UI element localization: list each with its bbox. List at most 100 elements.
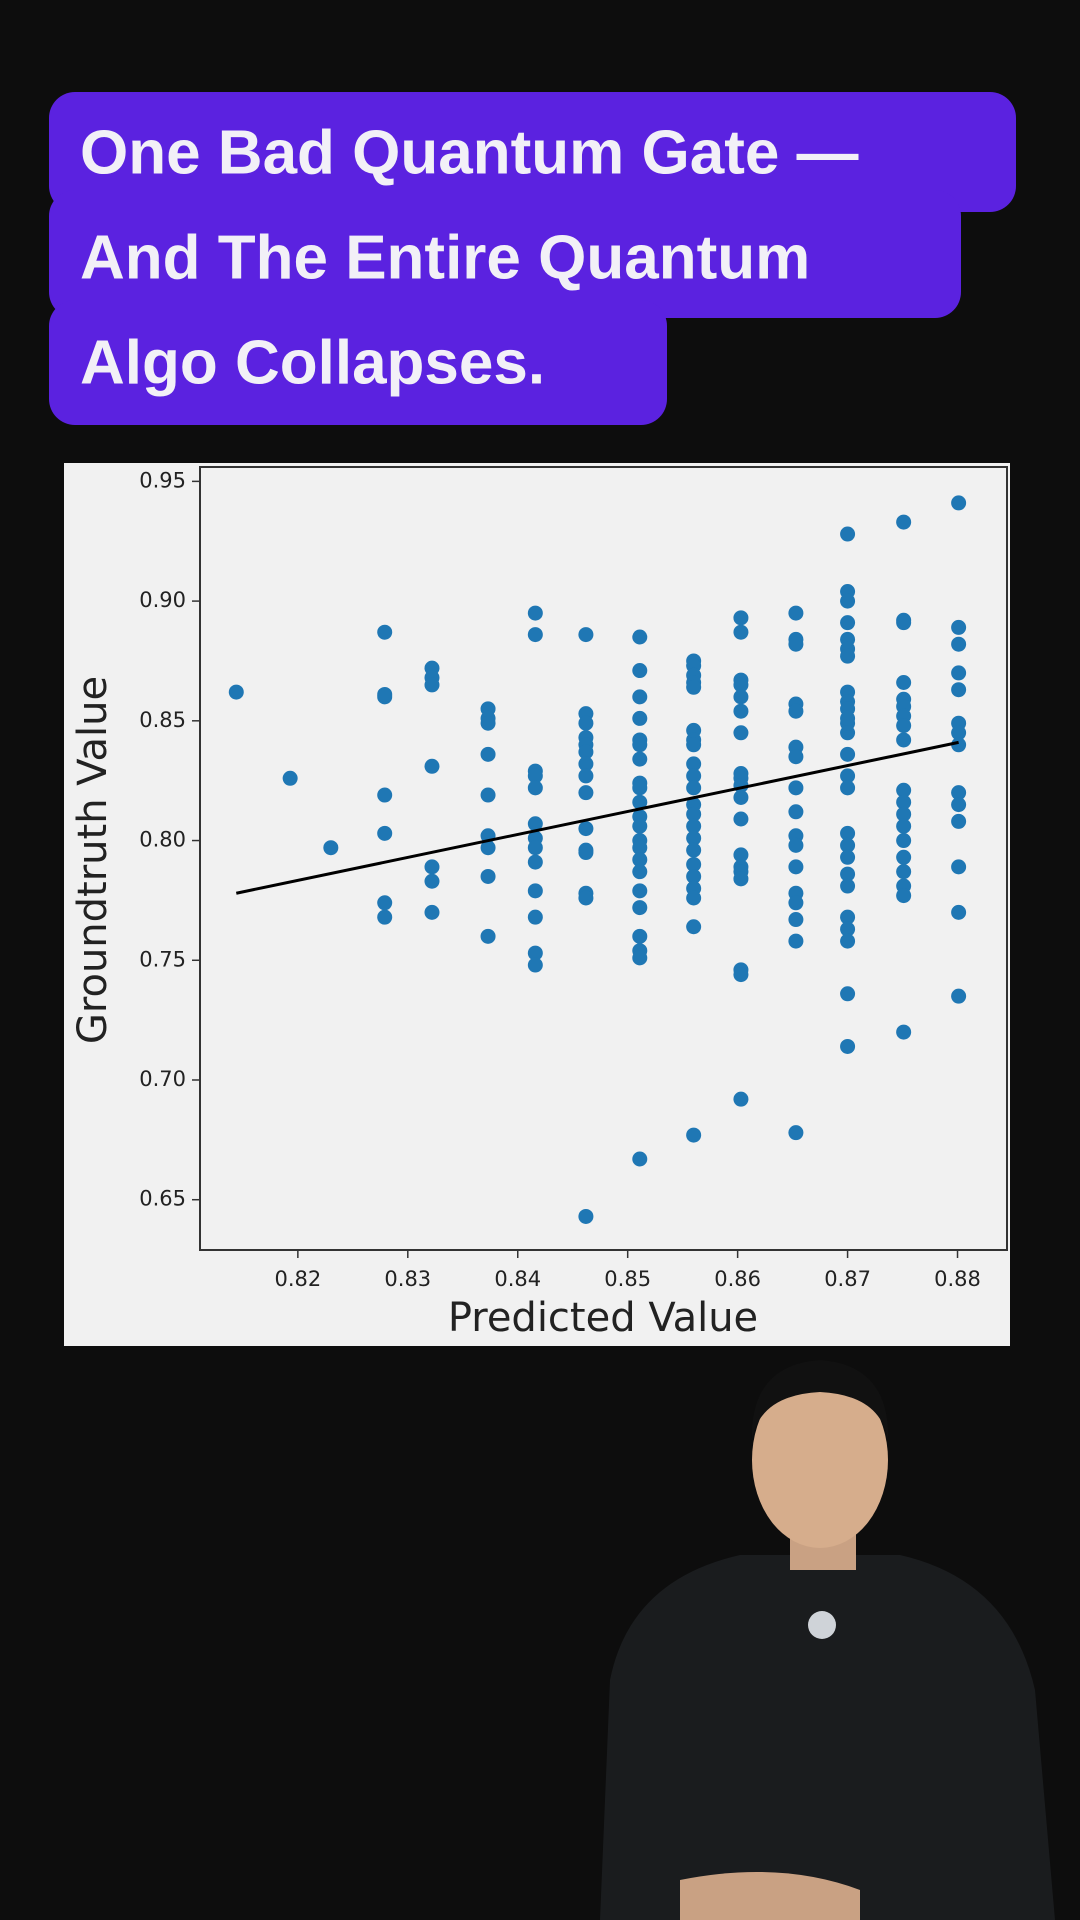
point (896, 864, 912, 880)
y-tick-label: 0.85 (139, 708, 186, 732)
point (840, 593, 856, 609)
x-tick-label: 0.85 (604, 1267, 651, 1291)
point (733, 1091, 749, 1107)
point (480, 928, 496, 944)
point (686, 856, 702, 872)
point (480, 715, 496, 731)
point (840, 825, 856, 841)
point (951, 682, 967, 698)
point (632, 864, 648, 880)
point (686, 890, 702, 906)
point (578, 756, 594, 772)
point (788, 933, 804, 949)
caption-line: One Bad Quantum Gate — (80, 118, 859, 187)
point (686, 830, 702, 846)
point (578, 715, 594, 731)
point (578, 627, 594, 643)
point (527, 780, 543, 796)
trend-line (235, 740, 959, 895)
point (527, 840, 543, 856)
point (788, 703, 804, 719)
point (733, 677, 749, 693)
point (578, 821, 594, 837)
point (686, 679, 702, 695)
point (733, 871, 749, 887)
point (578, 845, 594, 861)
point (686, 919, 702, 935)
x-tick-label: 0.86 (714, 1267, 761, 1291)
point (578, 744, 594, 760)
point (686, 842, 702, 858)
point (733, 789, 749, 805)
point (951, 737, 967, 753)
point (632, 950, 648, 966)
y-tick-label: 0.95 (139, 468, 186, 492)
point (632, 689, 648, 705)
point (840, 849, 856, 865)
point (951, 988, 967, 1004)
point (424, 904, 440, 920)
point (840, 746, 856, 762)
point (840, 878, 856, 894)
point (733, 811, 749, 827)
point (578, 1208, 594, 1224)
point (686, 737, 702, 753)
caption-line: Algo Collapses. (80, 328, 545, 397)
point (788, 804, 804, 820)
x-tick-label: 0.82 (274, 1267, 321, 1291)
point (527, 605, 543, 621)
point (788, 1125, 804, 1141)
point (686, 818, 702, 834)
point (951, 636, 967, 652)
point (840, 909, 856, 925)
point (632, 928, 648, 944)
point (896, 782, 912, 798)
point (733, 610, 749, 626)
point (480, 840, 496, 856)
point (840, 780, 856, 796)
x-axis-label: Predicted Value (448, 1295, 758, 1341)
point (951, 495, 967, 511)
point (896, 833, 912, 849)
x-tick-label: 0.84 (494, 1267, 541, 1291)
y-tick-label: 0.80 (139, 828, 186, 852)
point (896, 806, 912, 822)
point (632, 900, 648, 916)
point (840, 710, 856, 726)
point (896, 849, 912, 865)
point (788, 859, 804, 875)
point (840, 921, 856, 937)
point (527, 816, 543, 832)
y-axis-label: Groundtruth Value (70, 676, 116, 1044)
chart-panel (64, 463, 1010, 1346)
x-tick-label: 0.87 (824, 1267, 871, 1291)
plot-frame (199, 466, 1008, 1251)
point (733, 689, 749, 705)
caption-box: One Bad Quantum Gate — And The Entire Qu… (49, 92, 1016, 425)
microphone (808, 1611, 836, 1639)
point (527, 945, 543, 961)
point (632, 780, 648, 796)
point (788, 636, 804, 652)
point (788, 780, 804, 796)
point (896, 718, 912, 734)
point (527, 768, 543, 784)
point (896, 818, 912, 834)
point (788, 895, 804, 911)
point (527, 957, 543, 973)
point (424, 859, 440, 875)
point (951, 725, 967, 741)
point (733, 847, 749, 863)
point (951, 904, 967, 920)
point (788, 912, 804, 928)
point (527, 854, 543, 870)
x-tick-label: 0.88 (934, 1267, 981, 1291)
point (951, 619, 967, 635)
point (896, 1024, 912, 1040)
point (840, 866, 856, 882)
point (686, 806, 702, 822)
y-tick-label: 0.75 (139, 947, 186, 971)
presenter-hair (751, 1360, 889, 1440)
caption-bg (49, 190, 961, 318)
